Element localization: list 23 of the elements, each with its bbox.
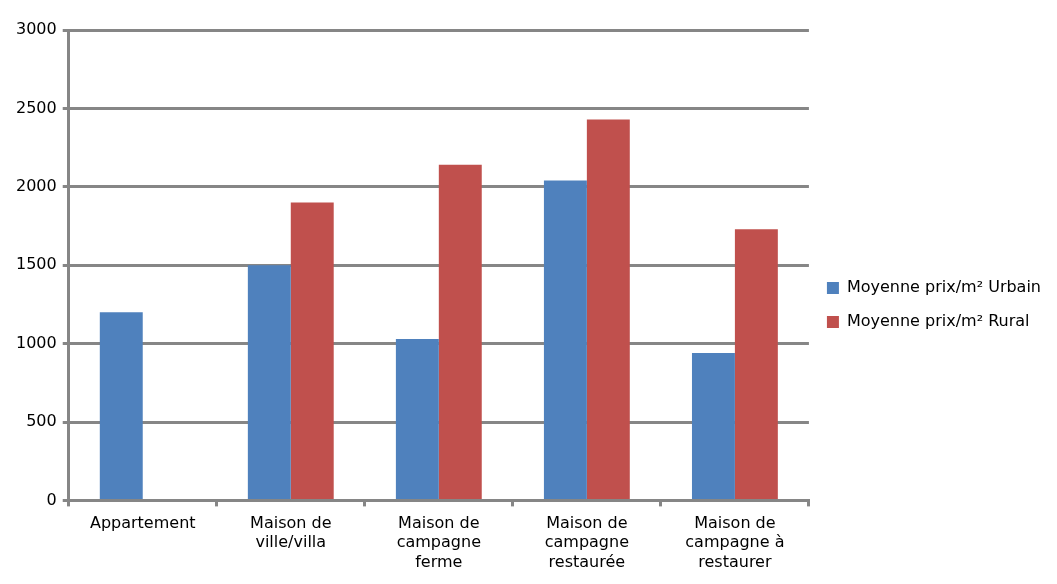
x-tick-label: Maison de campagne restaurée bbox=[544, 513, 630, 571]
bar bbox=[395, 338, 439, 499]
y-tick-label: 2500 bbox=[16, 97, 57, 117]
y-tick-label: 2000 bbox=[16, 175, 57, 195]
x-tick-label: Appartement bbox=[89, 513, 196, 533]
legend-label: Moyenne prix/m² Rural bbox=[846, 311, 1030, 331]
bar bbox=[586, 119, 630, 499]
x-tick-label: Maison de campagne à restaurer bbox=[685, 513, 785, 571]
bar bbox=[691, 353, 735, 499]
bar bbox=[99, 312, 143, 499]
y-tick-label: 1500 bbox=[16, 254, 57, 274]
y-tick-label: 500 bbox=[26, 411, 57, 431]
bar bbox=[438, 164, 482, 499]
bar bbox=[247, 265, 291, 499]
bar bbox=[543, 180, 587, 499]
y-tick-label: 1000 bbox=[16, 332, 57, 352]
x-tick-label: Maison de ville/villa bbox=[250, 513, 332, 552]
y-tick-label: 3000 bbox=[16, 19, 57, 39]
legend-label: Moyenne prix/m² Urbain bbox=[846, 277, 1041, 297]
bar bbox=[290, 202, 334, 499]
y-tick-label: 0 bbox=[46, 489, 57, 509]
x-tick-label: Maison de campagne ferme bbox=[396, 513, 481, 571]
bar bbox=[734, 229, 778, 499]
